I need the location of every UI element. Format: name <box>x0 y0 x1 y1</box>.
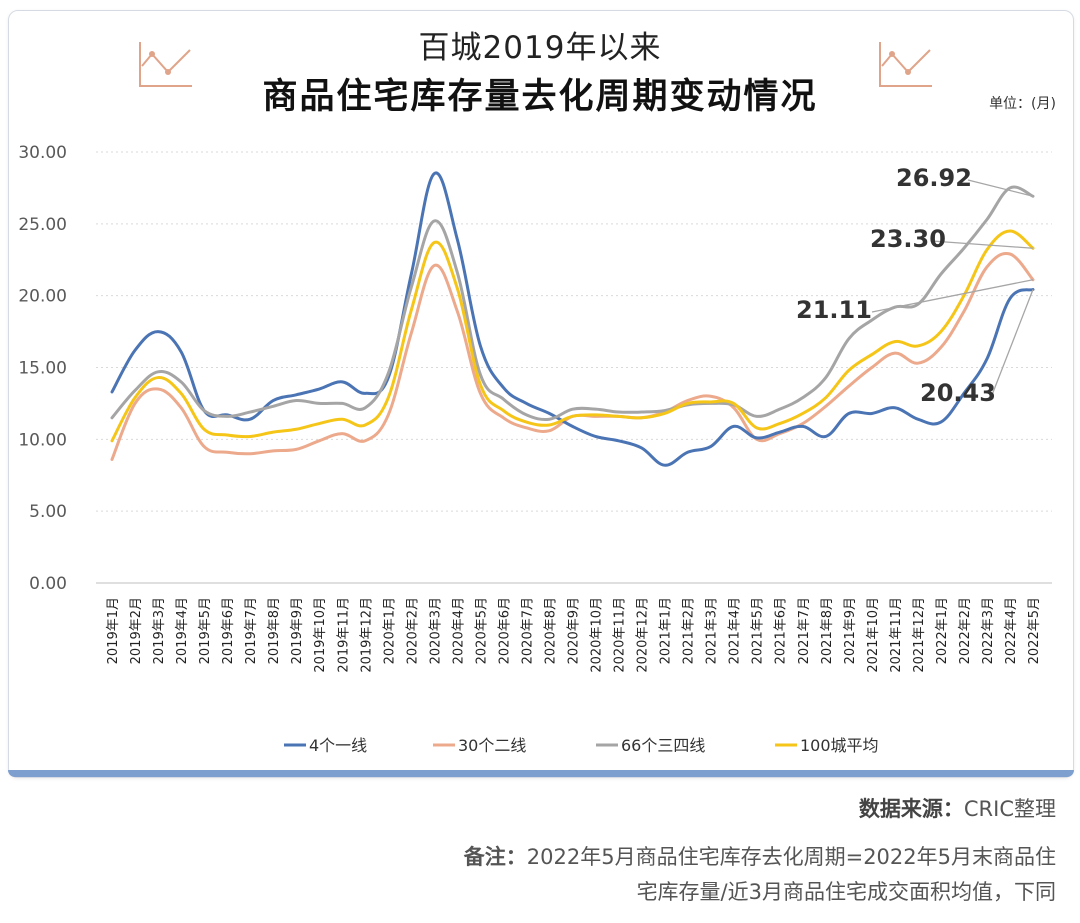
chart-title-line1: 百城2019年以来 <box>418 30 662 66</box>
y-axis-ticks: 0.00 5.00 10.00 15.00 20.00 25.00 30.00 <box>18 143 67 594</box>
x-tick-label: 2021年4月 <box>728 597 743 664</box>
x-tick-label: 2020年8月 <box>543 597 558 664</box>
y-tick-label: 15.00 <box>18 359 67 379</box>
x-tick-label: 2021年9月 <box>843 597 858 664</box>
x-tick-label: 2020年12月 <box>636 597 651 673</box>
y-tick-label: 10.00 <box>18 430 67 450</box>
line-chart: 0.00 5.00 10.00 15.00 20.00 25.00 30.00 2019年1… <box>18 143 1052 755</box>
annotation-label: 21.11 <box>796 296 872 324</box>
remark-line2: 宅库存量/近3月商品住宅成交面积均值，下同 <box>636 880 1056 904</box>
x-tick-label: 2020年6月 <box>497 597 512 664</box>
source-label: 数据来源： <box>858 797 964 821</box>
series-lines <box>110 171 1035 467</box>
x-tick-label: 2019年12月 <box>359 597 374 673</box>
x-tick-label: 2020年1月 <box>382 597 397 664</box>
annotation-leader <box>931 240 1034 249</box>
x-tick-label: 2019年9月 <box>290 597 305 664</box>
x-tick-label: 2021年11月 <box>889 597 904 673</box>
x-tick-label: 2019年4月 <box>175 597 190 664</box>
x-tick-label: 2022年2月 <box>958 597 973 664</box>
series-line <box>110 185 1035 421</box>
series-line <box>110 251 1035 461</box>
x-tick-label: 2019年3月 <box>152 597 167 664</box>
remark-line1: 备注：2022年5月商品住宅库存去化周期=2022年5月末商品住 <box>464 841 1056 871</box>
x-tick-label: 2021年6月 <box>774 597 789 664</box>
chart-title-line2: 商品住宅库存量去化周期变动情况 <box>262 77 818 117</box>
source-note: 数据来源：CRIC整理 <box>859 793 1056 823</box>
x-tick-label: 2020年4月 <box>451 597 466 664</box>
x-tick-label: 2021年3月 <box>705 597 720 664</box>
x-tick-label: 2020年11月 <box>613 597 628 673</box>
gridlines <box>96 151 1052 584</box>
y-tick-label: 5.00 <box>29 502 67 522</box>
x-tick-label: 2022年4月 <box>1004 597 1019 664</box>
x-tick-label: 2020年10月 <box>590 597 605 673</box>
y-tick-label: 0.00 <box>29 574 67 594</box>
data-annotations: 26.92 23.30 21.11 20.43 <box>796 164 1034 407</box>
x-tick-label: 2019年5月 <box>198 597 213 664</box>
x-tick-label: 2022年3月 <box>981 597 996 664</box>
chart-card <box>8 10 1074 778</box>
x-tick-label: 2019年11月 <box>336 597 351 673</box>
legend: 4个一线 30个二线 66个三四线 100城平均 <box>284 736 879 755</box>
remark-text1: 2022年5月商品住宅库存去化周期=2022年5月末商品住 <box>526 845 1056 869</box>
card-bottom-bar <box>8 770 1074 777</box>
x-tick-label: 2019年8月 <box>267 597 282 664</box>
annotation-leader <box>991 289 1034 396</box>
x-tick-label: 2021年2月 <box>682 597 697 664</box>
x-tick-label: 2019年6月 <box>221 597 236 664</box>
annotation-label: 20.43 <box>920 379 996 407</box>
series-line <box>110 229 1035 443</box>
x-tick-label: 2020年2月 <box>405 597 420 664</box>
annotation-leader <box>967 179 1034 197</box>
x-tick-label: 2022年5月 <box>1027 597 1042 664</box>
y-tick-label: 30.00 <box>18 143 67 163</box>
source-text: CRIC整理 <box>963 797 1056 821</box>
unit-label: 单位：(月) <box>989 96 1056 112</box>
x-tick-label: 2020年9月 <box>567 597 582 664</box>
annotation-leader <box>871 279 1034 313</box>
x-tick-label: 2021年1月 <box>659 597 674 664</box>
x-tick-label: 2022年1月 <box>935 597 950 664</box>
x-tick-label: 2021年8月 <box>820 597 835 664</box>
annotation-label: 26.92 <box>896 164 972 192</box>
legend-label: 100城平均 <box>800 736 879 755</box>
trend-chart-icon <box>879 42 932 87</box>
x-tick-label: 2019年2月 <box>129 597 144 664</box>
x-tick-label: 2020年5月 <box>474 597 489 664</box>
x-tick-label: 2019年7月 <box>244 597 259 664</box>
remark-label: 备注： <box>463 845 527 869</box>
x-tick-label: 2021年7月 <box>797 597 812 664</box>
y-tick-label: 20.00 <box>18 287 67 307</box>
x-tick-label: 2019年1月 <box>106 597 121 664</box>
x-tick-label: 2019年10月 <box>313 597 328 673</box>
legend-label: 66个三四线 <box>621 736 705 755</box>
x-tick-label: 2020年7月 <box>520 597 535 664</box>
series-line <box>110 171 1035 467</box>
x-tick-label: 2021年12月 <box>912 597 927 673</box>
x-tick-label: 2021年5月 <box>751 597 766 664</box>
x-tick-label: 2020年3月 <box>428 597 443 664</box>
legend-label: 4个一线 <box>309 736 367 755</box>
trend-chart-icon <box>139 42 192 87</box>
legend-label: 30个二线 <box>458 736 526 755</box>
x-tick-label: 2021年10月 <box>866 597 881 673</box>
x-axis-ticks: 2019年1月 2019年2月 2019年3月 2019年4月 2019年5月 2019年… <box>106 597 1042 673</box>
y-tick-label: 25.00 <box>18 215 67 235</box>
annotation-label: 23.30 <box>870 225 946 253</box>
